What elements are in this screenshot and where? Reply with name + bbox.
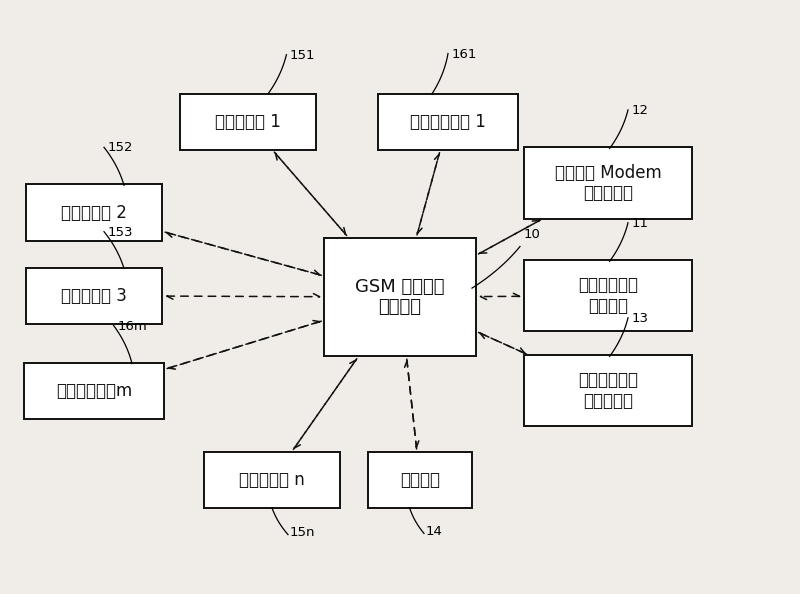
Text: 网络短信网关
监控中心: 网络短信网关 监控中心 — [578, 276, 638, 315]
FancyBboxPatch shape — [180, 94, 316, 150]
Text: 网络短信手机
监控分中心: 网络短信手机 监控分中心 — [578, 371, 638, 410]
Text: 14: 14 — [426, 525, 442, 538]
Text: 15n: 15n — [290, 526, 315, 539]
FancyBboxPatch shape — [26, 184, 162, 241]
Text: 网络短信 Modem
监控分中心: 网络短信 Modem 监控分中心 — [554, 163, 662, 203]
Text: 基站监控器 n: 基站监控器 n — [239, 471, 305, 489]
Text: 161: 161 — [452, 48, 478, 61]
Text: 基站监控器 2: 基站监控器 2 — [62, 204, 127, 222]
FancyBboxPatch shape — [368, 452, 472, 508]
FancyBboxPatch shape — [524, 355, 692, 426]
Text: 维护人员手机 1: 维护人员手机 1 — [410, 113, 486, 131]
Text: 16m: 16m — [118, 320, 147, 333]
Text: 基站监控器 3: 基站监控器 3 — [62, 287, 127, 305]
FancyBboxPatch shape — [524, 260, 692, 331]
FancyBboxPatch shape — [524, 147, 692, 219]
FancyBboxPatch shape — [324, 238, 476, 356]
FancyBboxPatch shape — [24, 362, 165, 419]
FancyBboxPatch shape — [26, 267, 162, 324]
Text: 维护人员手机m: 维护人员手机m — [56, 382, 133, 400]
FancyBboxPatch shape — [204, 452, 340, 508]
Text: 152: 152 — [108, 141, 134, 154]
Text: 值班手机: 值班手机 — [400, 471, 440, 489]
FancyBboxPatch shape — [378, 94, 518, 150]
Text: 12: 12 — [632, 104, 649, 117]
Text: 13: 13 — [632, 312, 649, 325]
Text: 11: 11 — [632, 217, 649, 230]
Text: 10: 10 — [524, 228, 541, 241]
Text: 153: 153 — [108, 226, 134, 239]
Text: 基站监控器 1: 基站监控器 1 — [215, 113, 281, 131]
Text: 151: 151 — [290, 49, 315, 62]
Text: GSM 通信网络
短信中心: GSM 通信网络 短信中心 — [355, 277, 445, 317]
